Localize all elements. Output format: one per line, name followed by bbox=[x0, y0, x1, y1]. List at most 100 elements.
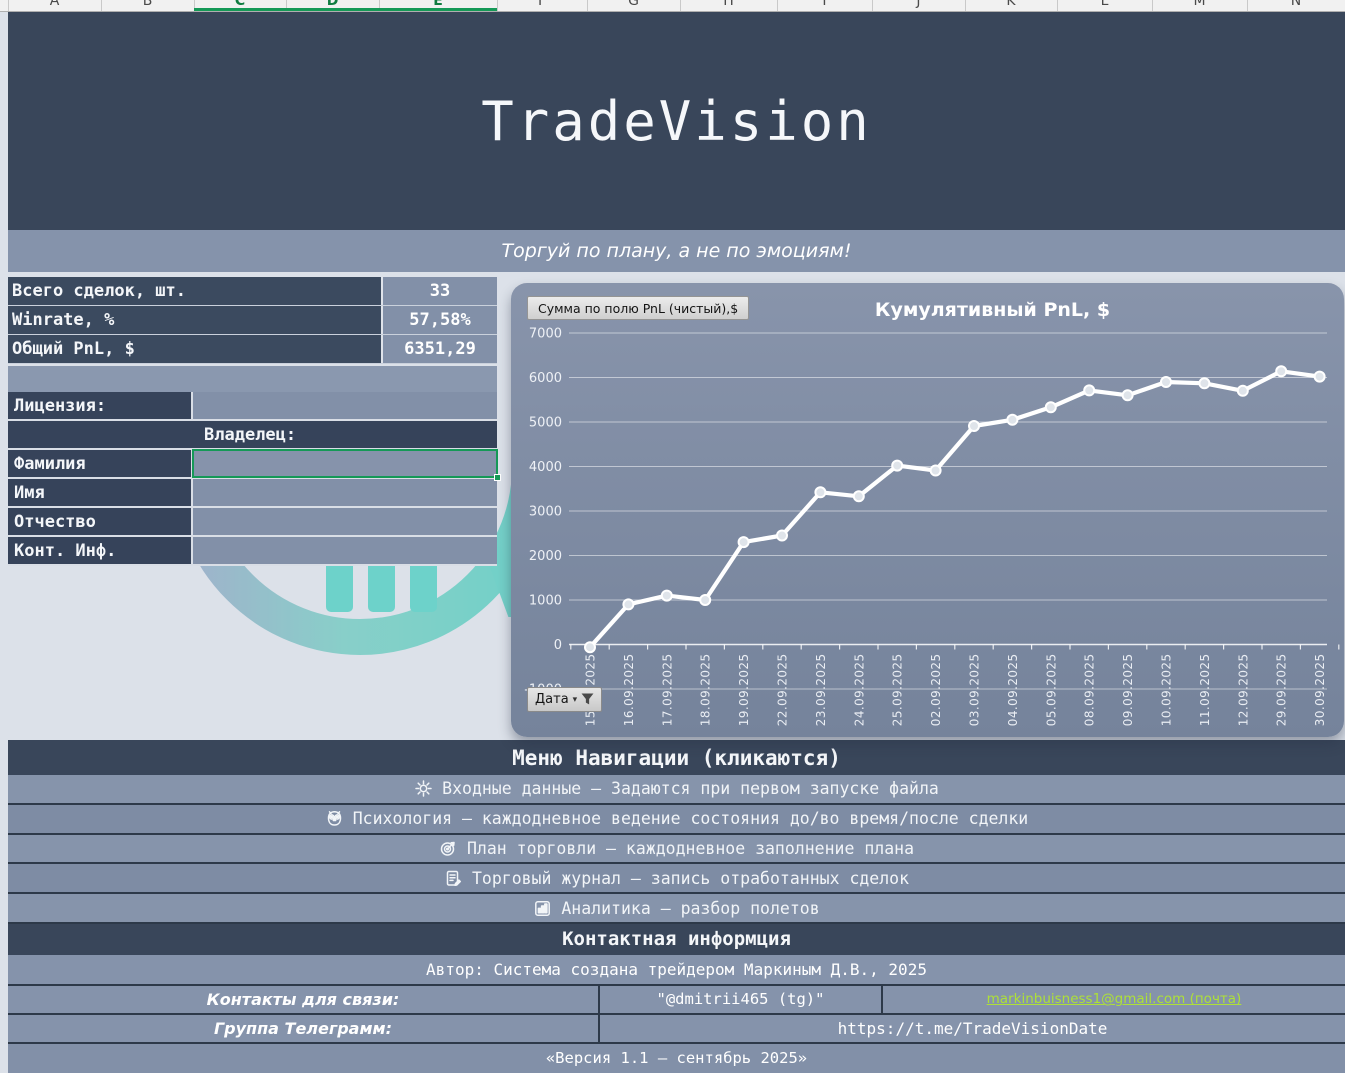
stats-row: Общий PnL, $ 6351,29 bbox=[8, 335, 497, 364]
column-divider bbox=[194, 0, 195, 11]
menu-item-label: Психология – каждодневное ведение состоя… bbox=[352, 809, 1029, 829]
chart-title: Кумулятивный PnL, $ bbox=[874, 299, 1111, 321]
filter-funnel-icon bbox=[581, 693, 594, 705]
stats-label: Winrate, % bbox=[8, 306, 383, 334]
stats-label: Общий PnL, $ bbox=[8, 335, 383, 363]
svg-text:5000: 5000 bbox=[529, 416, 562, 431]
selection-fill-handle[interactable] bbox=[494, 474, 501, 481]
owner-header-row: Владелец: bbox=[8, 421, 497, 450]
field-label: Фамилия bbox=[8, 450, 193, 477]
column-divider bbox=[587, 0, 588, 11]
menu-item[interactable]: План торговли – каждодневное заполнение … bbox=[8, 834, 1345, 865]
svg-text:24.09.2025: 24.09.2025 bbox=[852, 654, 866, 727]
svg-text:0: 0 bbox=[554, 638, 562, 653]
menu-item[interactable]: Аналитика – разбор полетов bbox=[8, 894, 1345, 924]
license-field-row: Конт. Инф. bbox=[8, 537, 497, 566]
group-label-cell: Группа Телеграмм: bbox=[8, 1014, 600, 1042]
column-header-H[interactable]: H bbox=[723, 0, 734, 9]
svg-text:7000: 7000 bbox=[529, 327, 562, 342]
menu-item[interactable]: Психология – каждодневное ведение состоя… bbox=[8, 804, 1345, 835]
motto-band: Торгуй по плану, а не по эмоциям! bbox=[8, 230, 1345, 272]
field-label: Конт. Инф. bbox=[8, 537, 193, 564]
menu-item-label: План торговли – каждодневное заполнение … bbox=[466, 838, 915, 858]
dropdown-arrow-icon: ▾ bbox=[572, 694, 578, 705]
cumulative-pnl-line-chart: 70006000500040003000200010000-100015.09.… bbox=[524, 327, 1340, 727]
motto-text: Торгуй по плану, а не по эмоциям! bbox=[501, 240, 852, 262]
menu-item[interactable]: Торговый журнал – запись отработанных сд… bbox=[8, 864, 1345, 895]
column-divider bbox=[965, 0, 966, 11]
pivot-field-button[interactable]: Сумма по полю PnL (чистый),$ bbox=[527, 296, 750, 320]
group-url-cell[interactable]: https://t.me/TradeVisionDate bbox=[600, 1015, 1345, 1042]
license-label: Лицензия: bbox=[8, 392, 193, 419]
svg-text:29.09.2025: 29.09.2025 bbox=[1275, 654, 1289, 727]
column-header-L[interactable]: L bbox=[1100, 0, 1109, 9]
column-header-I[interactable]: I bbox=[822, 0, 827, 9]
svg-text:04.09.2025: 04.09.2025 bbox=[1006, 654, 1020, 727]
svg-text:4000: 4000 bbox=[529, 460, 562, 475]
field-value-cell[interactable] bbox=[193, 479, 497, 506]
field-value-cell[interactable] bbox=[192, 449, 501, 481]
telegram-handle-cell[interactable]: "@dmitrii465 (tg)" bbox=[600, 985, 883, 1013]
column-divider bbox=[8, 0, 9, 11]
group-label: Группа Телеграмм: bbox=[213, 1018, 393, 1038]
license-field-row: Фамилия bbox=[8, 449, 501, 481]
column-header-E[interactable]: E bbox=[433, 0, 443, 9]
svg-text:17.09.2025: 17.09.2025 bbox=[660, 654, 674, 727]
column-header-A[interactable]: A bbox=[49, 0, 60, 9]
empty-spreadsheet-row[interactable] bbox=[8, 366, 497, 392]
svg-text:22.09.2025: 22.09.2025 bbox=[776, 654, 790, 727]
owl-icon bbox=[325, 809, 344, 828]
svg-text:3000: 3000 bbox=[529, 505, 562, 520]
group-url: https://t.me/TradeVisionDate bbox=[837, 1018, 1108, 1038]
license-row: Лицензия: bbox=[8, 392, 497, 421]
field-value-cell[interactable] bbox=[193, 537, 497, 564]
column-header-D[interactable]: D bbox=[326, 0, 339, 9]
contacts-label: Контакты для связи: bbox=[206, 989, 400, 1009]
column-divider bbox=[286, 0, 287, 11]
column-header-J[interactable]: J bbox=[916, 0, 921, 9]
svg-text:08.09.2025: 08.09.2025 bbox=[1083, 654, 1097, 727]
svg-text:1000: 1000 bbox=[529, 594, 562, 609]
license-value-cell[interactable] bbox=[193, 392, 497, 419]
column-header-C[interactable]: C bbox=[234, 0, 246, 9]
nav-menu: Входные данные – Задаются при первом зап… bbox=[0, 775, 1345, 924]
stats-value-cell[interactable]: 57,58% bbox=[383, 306, 497, 334]
svg-text:30.09.2025: 30.09.2025 bbox=[1313, 654, 1327, 727]
bar-chart-icon bbox=[533, 899, 552, 918]
column-divider bbox=[497, 0, 498, 11]
column-header-B[interactable]: B bbox=[142, 0, 153, 9]
column-header-N[interactable]: N bbox=[1290, 0, 1302, 9]
selected-columns-underline bbox=[194, 8, 497, 11]
license-table: Лицензия: Владелец: Фамилия Имя Отчество… bbox=[8, 392, 501, 566]
target-icon bbox=[439, 839, 458, 858]
column-divider bbox=[680, 0, 681, 11]
menu-item-label: Торговый журнал – запись отработанных сд… bbox=[471, 868, 910, 888]
nav-menu-title: Меню Навигации (кликаются) bbox=[512, 745, 841, 770]
contacts-row: Контакты для связи: "@dmitrii465 (tg)" m… bbox=[8, 985, 1345, 1015]
stats-value-cell[interactable]: 6351,29 bbox=[383, 335, 497, 363]
menu-item[interactable]: Входные данные – Задаются при первом зап… bbox=[8, 775, 1345, 805]
column-header-M[interactable]: M bbox=[1193, 0, 1206, 9]
svg-text:11.09.2025: 11.09.2025 bbox=[1198, 654, 1212, 727]
column-header-F[interactable]: F bbox=[537, 0, 547, 9]
svg-text:2000: 2000 bbox=[529, 549, 562, 564]
date-filter-button[interactable]: Дата ▾ bbox=[527, 687, 603, 712]
spreadsheet-column-headers[interactable]: A B C D E F G H I J K L M N bbox=[0, 0, 1345, 12]
contacts-title: Контактная информция bbox=[562, 928, 791, 951]
contacts-label-cell: Контакты для связи: bbox=[8, 985, 600, 1013]
svg-text:16.09.2025: 16.09.2025 bbox=[622, 654, 636, 727]
field-value-cell[interactable] bbox=[193, 508, 497, 535]
owner-header: Владелец: bbox=[204, 424, 297, 445]
date-filter-label: Дата bbox=[535, 692, 569, 707]
telegram-group-row: Группа Телеграмм: https://t.me/TradeVisi… bbox=[8, 1014, 1345, 1044]
column-header-K[interactable]: K bbox=[1006, 0, 1016, 9]
gear-icon bbox=[414, 779, 433, 798]
app-header-band: TradeVision bbox=[8, 12, 1345, 230]
column-header-G[interactable]: G bbox=[628, 0, 639, 9]
email-link[interactable]: markinbuisness1@gmail.com (почта) bbox=[986, 991, 1242, 1008]
field-label: Отчество bbox=[8, 508, 193, 535]
stats-value-cell[interactable]: 33 bbox=[383, 277, 497, 305]
license-field-row: Имя bbox=[8, 479, 497, 508]
